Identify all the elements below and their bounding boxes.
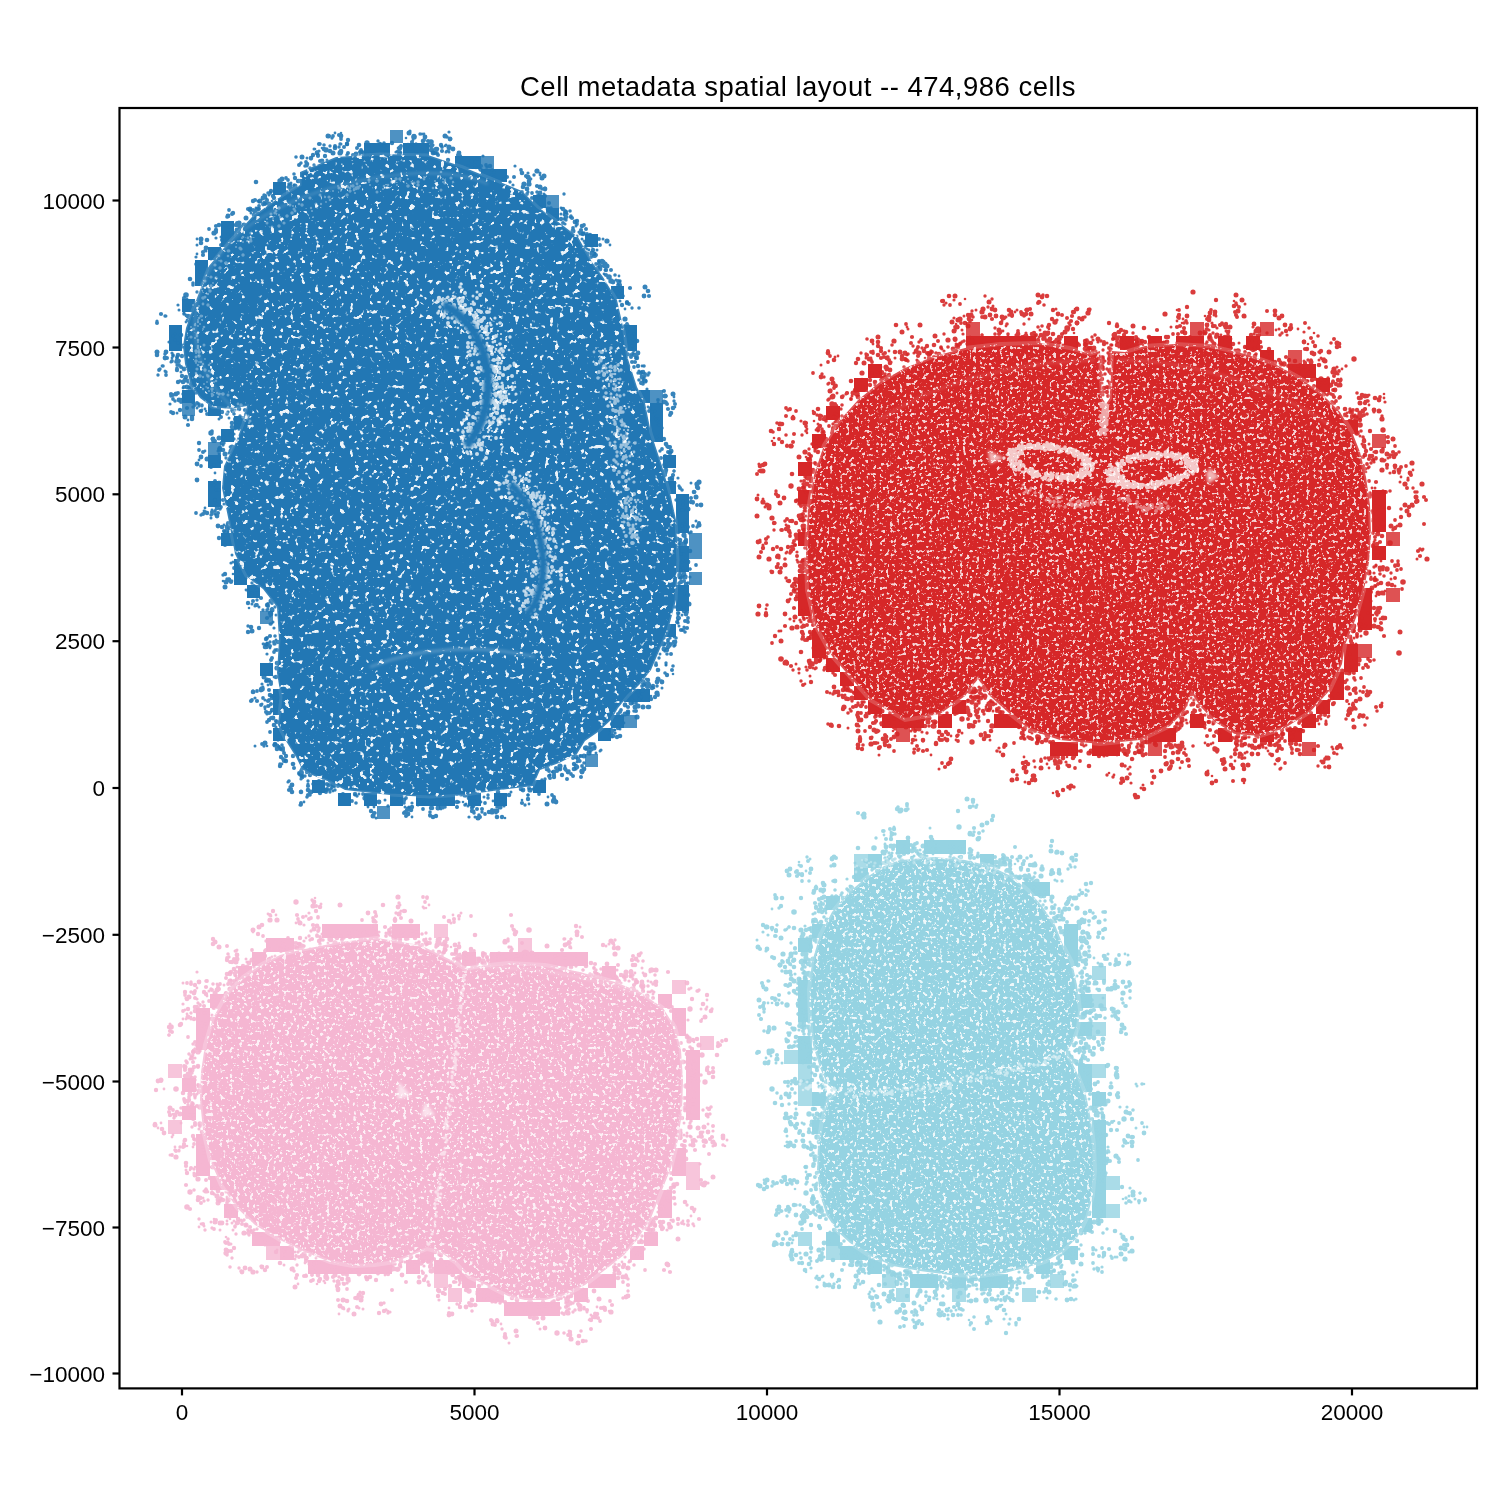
svg-text:−7500: −7500 xyxy=(42,1216,105,1241)
svg-text:−10000: −10000 xyxy=(29,1362,105,1387)
svg-text:−2500: −2500 xyxy=(42,923,105,948)
svg-text:10000: 10000 xyxy=(736,1400,799,1425)
svg-text:5000: 5000 xyxy=(55,482,105,507)
svg-text:15000: 15000 xyxy=(1028,1400,1091,1425)
svg-text:2500: 2500 xyxy=(55,629,105,654)
svg-text:Cell metadata spatial layout -: Cell metadata spatial layout -- 474,986 … xyxy=(520,71,1076,102)
svg-text:0: 0 xyxy=(176,1400,189,1425)
svg-text:5000: 5000 xyxy=(449,1400,499,1425)
svg-text:20000: 20000 xyxy=(1321,1400,1384,1425)
svg-text:7500: 7500 xyxy=(55,336,105,361)
svg-text:10000: 10000 xyxy=(42,189,105,214)
svg-text:0: 0 xyxy=(92,776,105,801)
svg-text:−5000: −5000 xyxy=(42,1070,105,1095)
